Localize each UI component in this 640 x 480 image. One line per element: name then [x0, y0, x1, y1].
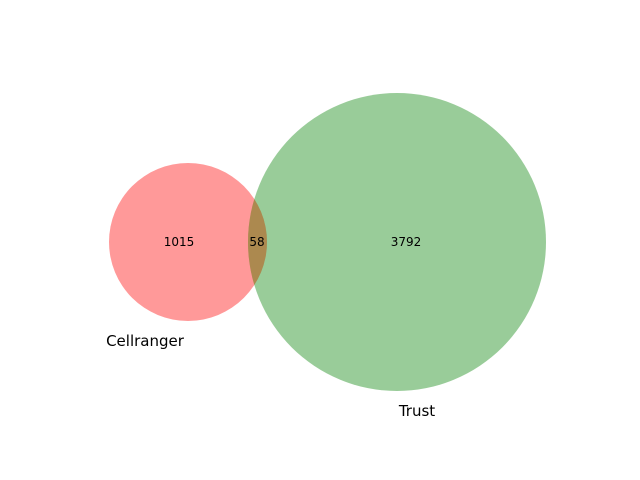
trust-only-count: 3792: [391, 235, 422, 249]
cellranger-label: Cellranger: [106, 332, 185, 350]
cellranger-circle: [109, 163, 267, 321]
trust-circle: [248, 93, 546, 391]
cellranger-only-count: 1015: [164, 235, 195, 249]
trust-label: Trust: [398, 402, 435, 420]
overlap-count: 58: [249, 235, 264, 249]
